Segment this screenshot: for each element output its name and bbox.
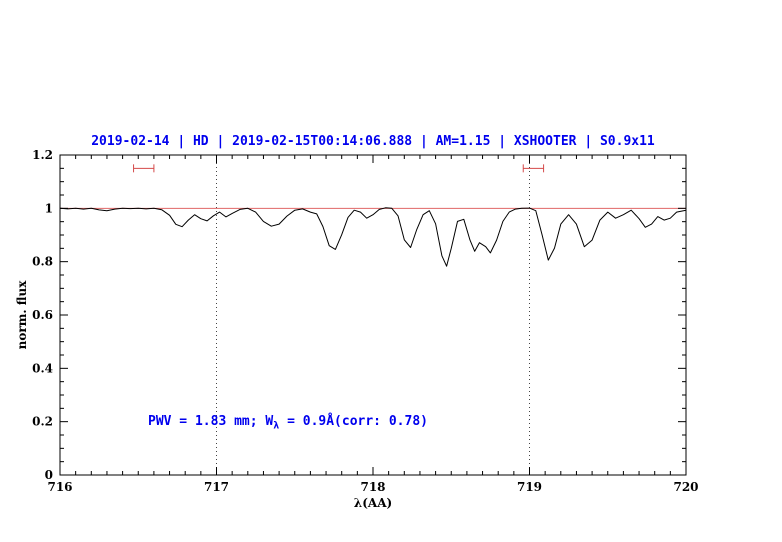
y-tick-label: 0.4 [32, 361, 53, 375]
y-tick-label: 1.2 [32, 148, 53, 162]
y-tick-label: 0.8 [32, 255, 53, 269]
y-tick-label: 1 [45, 201, 53, 215]
pwv-annotation: PWV = 1.83 mm; Wλ = 0.9Å(corr: 0.78) [148, 414, 428, 432]
y-tick-label: 0.2 [32, 415, 53, 429]
spectrum-line [59, 207, 687, 267]
x-axis-label: λ(AA) [353, 496, 393, 510]
x-tick-label: 716 [47, 480, 72, 494]
y-axis-label: norm. flux [15, 280, 29, 350]
x-tick-label: 717 [204, 480, 229, 494]
x-tick-label: 719 [517, 480, 542, 494]
pwv-annotation-prefix: PWV = 1.83 mm; W [148, 414, 274, 429]
x-tick-label: 720 [673, 480, 698, 494]
x-tick-label: 718 [360, 480, 385, 494]
y-tick-label: 0.6 [32, 308, 53, 322]
lambda-subscript: λ [273, 420, 280, 432]
y-tick-label: 0 [45, 468, 53, 482]
plot-title: 2019-02-14 | HD | 2019-02-15T00:14:06.88… [91, 134, 655, 149]
pwv-annotation-suffix: = 0.9Å(corr: 0.78) [279, 414, 428, 429]
